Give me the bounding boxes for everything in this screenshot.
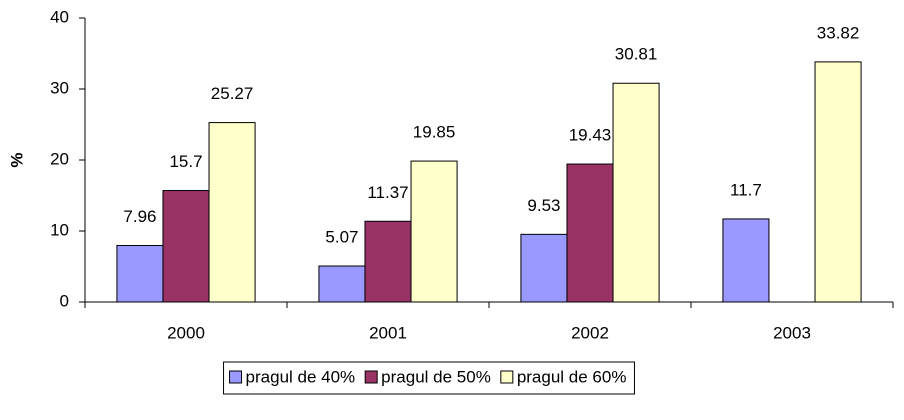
value-label: 19.85 xyxy=(413,123,456,142)
bar xyxy=(364,220,412,303)
legend-swatch xyxy=(500,370,514,384)
bar xyxy=(520,233,568,303)
value-label: 33.82 xyxy=(817,23,860,42)
legend-label: pragul de 40% xyxy=(246,367,356,386)
legend-box xyxy=(223,361,635,395)
value-label: 7.96 xyxy=(123,207,156,226)
value-label: 5.07 xyxy=(325,227,358,246)
bar xyxy=(612,82,660,303)
value-label: 19.43 xyxy=(569,126,612,145)
x-tick-label: 2000 xyxy=(167,323,205,342)
y-tick-label: 20 xyxy=(50,149,69,168)
y-tick-label: 30 xyxy=(50,78,69,97)
value-label: 15.7 xyxy=(169,152,202,171)
value-label: 11.37 xyxy=(367,183,408,202)
legend-swatch xyxy=(364,370,378,384)
bar xyxy=(208,122,256,303)
legend-label: pragul de 50% xyxy=(381,367,491,386)
bar xyxy=(814,61,862,303)
bar xyxy=(116,244,164,303)
value-label: 9.53 xyxy=(527,196,560,215)
legend-label: pragul de 60% xyxy=(517,367,627,386)
x-tick-label: 2002 xyxy=(571,323,609,342)
x-tick-label: 2001 xyxy=(369,323,407,342)
legend: pragul de 40% pragul de 50% pragul de 60% xyxy=(223,361,635,395)
bar xyxy=(318,265,366,303)
value-label: 25.27 xyxy=(211,84,254,103)
y-tick-label: 0 xyxy=(60,291,69,310)
bar xyxy=(722,218,770,303)
legend-swatch xyxy=(229,370,243,384)
bar xyxy=(410,160,458,303)
value-label: 30.81 xyxy=(615,45,658,64)
value-label: 11.7 xyxy=(730,180,762,199)
y-axis-label: % xyxy=(7,152,26,167)
bar xyxy=(566,163,614,303)
bar xyxy=(162,190,210,303)
x-tick-label: 2003 xyxy=(773,323,811,342)
y-tick-label: 40 xyxy=(50,7,69,26)
y-tick-label: 10 xyxy=(50,220,69,239)
